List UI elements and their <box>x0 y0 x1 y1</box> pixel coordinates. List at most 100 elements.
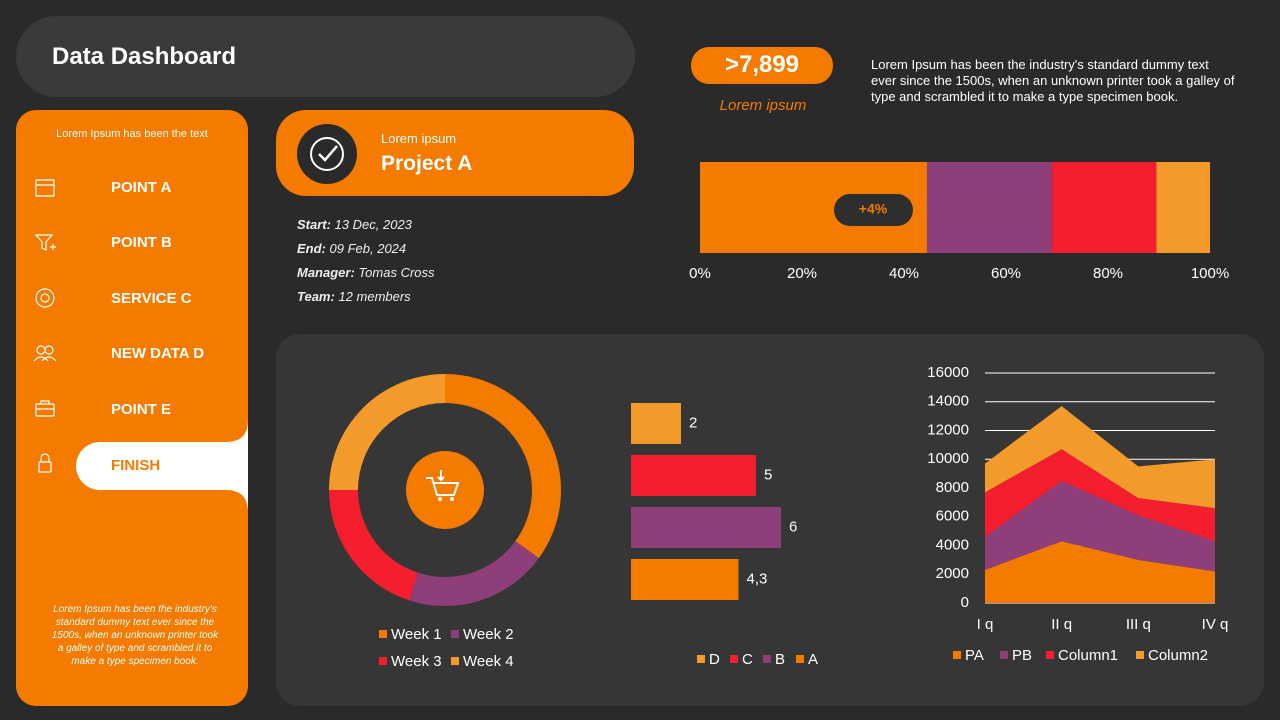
legend-label: Week 2 <box>463 626 514 643</box>
legend-label: PA <box>965 647 984 664</box>
menu-item[interactable]: POINT A <box>111 179 172 196</box>
y-tick-label: 16000 <box>927 364 969 381</box>
legend-swatch <box>379 630 387 638</box>
legend-label: A <box>808 651 818 668</box>
project-detail: Manager: Tomas Cross <box>297 265 435 280</box>
stat-text: Lorem Ipsum has been the industry's stan… <box>871 57 1235 104</box>
legend-label: Week 1 <box>391 626 442 643</box>
legend-label: PB <box>1012 647 1032 664</box>
legend-swatch <box>1136 651 1144 659</box>
donut-slice <box>445 374 561 559</box>
x-tick-label: III q <box>1126 616 1151 633</box>
bar <box>631 507 781 548</box>
project-detail: End: 09 Feb, 2024 <box>297 241 406 256</box>
x-tick-label: 0% <box>689 265 711 282</box>
area <box>985 449 1215 542</box>
detail-value: 09 Feb, 2024 <box>329 241 407 256</box>
legend-swatch <box>697 655 705 663</box>
detail-key: Start: <box>297 217 331 232</box>
detail-value: Tomas Cross <box>358 265 435 280</box>
donut-slice <box>329 374 445 490</box>
project-detail: Start: 13 Dec, 2023 <box>297 217 412 232</box>
x-tick-label: IV q <box>1202 616 1229 633</box>
legend-swatch <box>451 630 459 638</box>
center-icon-bg <box>406 451 484 529</box>
y-tick-label: 6000 <box>936 508 969 525</box>
header-bar <box>16 16 635 97</box>
cart-wheel <box>450 497 454 501</box>
y-tick-label: 10000 <box>927 450 969 467</box>
data-label: 4,3 <box>747 570 768 587</box>
donut-slice <box>329 490 419 601</box>
active-item-pill[interactable] <box>76 420 248 512</box>
x-tick-label: 20% <box>787 265 817 282</box>
menu-item[interactable]: SERVICE C <box>111 290 192 307</box>
legend-label: D <box>709 651 720 668</box>
legend-label: Column2 <box>1148 647 1208 664</box>
detail-key: Team: <box>297 289 335 304</box>
legend-swatch <box>1046 651 1054 659</box>
x-tick-label: I q <box>977 616 994 633</box>
legend-swatch <box>451 657 459 665</box>
detail-value: 12 members <box>338 289 411 304</box>
sidebar-heading: Lorem Ipsum has been the text <box>56 128 208 140</box>
x-tick-label: 40% <box>889 265 919 282</box>
stat-pill <box>691 47 833 84</box>
y-tick-label: 0 <box>961 594 969 611</box>
bar-segment <box>1156 162 1210 253</box>
menu-item-active[interactable]: FINISH <box>111 457 161 474</box>
bar-segment <box>1051 162 1157 253</box>
data-label: 6 <box>789 518 797 535</box>
check-icon <box>310 137 344 171</box>
y-tick-label: 14000 <box>927 393 969 410</box>
x-tick-label: 100% <box>1191 265 1229 282</box>
legend-swatch <box>763 655 771 663</box>
legend-label: C <box>742 651 753 668</box>
menu-item[interactable]: POINT B <box>111 234 172 251</box>
annotation-badge <box>834 194 913 226</box>
project-icon-bg <box>297 124 357 184</box>
project-detail: Team: 12 members <box>297 289 411 304</box>
donut-slice <box>409 541 539 606</box>
legend-swatch <box>730 655 738 663</box>
bar-segment <box>926 162 1052 253</box>
y-tick-label: 12000 <box>927 421 969 438</box>
sidebar-icons <box>33 179 57 473</box>
legend-swatch <box>796 655 804 663</box>
bar <box>631 455 756 496</box>
legend-label: Week 3 <box>391 653 442 670</box>
detail-value: 13 Dec, 2023 <box>334 217 412 232</box>
bar <box>631 403 681 444</box>
cart-wheel <box>438 497 442 501</box>
legend-label: Week 4 <box>463 653 514 670</box>
sidebar-panel <box>16 110 248 706</box>
y-tick-label: 2000 <box>936 565 969 582</box>
x-tick-label: 80% <box>1093 265 1123 282</box>
legend-swatch <box>1000 651 1008 659</box>
cart-icon <box>426 470 460 496</box>
sidebar-note: Lorem Ipsum has been the industry's stan… <box>51 604 219 667</box>
x-tick-label: II q <box>1051 616 1072 633</box>
data-label: 5 <box>764 466 772 483</box>
project-title: Project A <box>381 152 473 175</box>
menu-item[interactable]: NEW DATA D <box>111 345 205 362</box>
annotation: +4% <box>859 201 888 217</box>
legend-swatch <box>379 657 387 665</box>
stat-value: >7,899 <box>724 51 800 78</box>
legend-swatch <box>953 651 961 659</box>
menu-item[interactable]: POINT E <box>111 401 172 418</box>
x-tick-label: 60% <box>991 265 1021 282</box>
legend-label: B <box>775 651 785 668</box>
legend-label: Column1 <box>1058 647 1118 664</box>
stat-caption: Lorem ipsum <box>719 97 807 114</box>
project-label: Lorem ipsum <box>381 131 457 146</box>
detail-key: Manager: <box>297 265 355 280</box>
area <box>985 406 1215 509</box>
check-mark <box>318 145 338 162</box>
area <box>985 480 1215 572</box>
area <box>985 541 1215 603</box>
data-label: 2 <box>689 414 697 431</box>
project-card <box>276 110 634 196</box>
